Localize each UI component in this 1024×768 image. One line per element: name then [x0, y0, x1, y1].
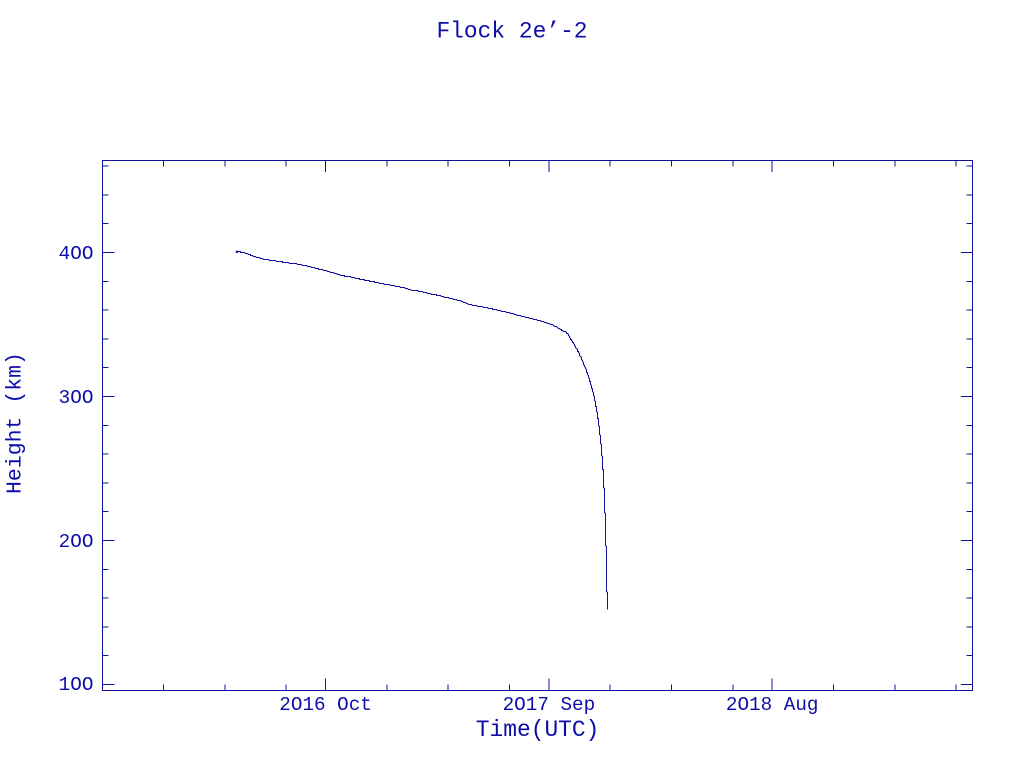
svg-text:2O16 Oct: 2O16 Oct: [279, 694, 372, 716]
svg-text:Height (km): Height (km): [4, 352, 28, 494]
svg-text:4OO: 4OO: [59, 243, 94, 265]
svg-text:2O18 Aug: 2O18 Aug: [726, 694, 819, 716]
svg-text:1OO: 1OO: [59, 674, 94, 696]
svg-text:3OO: 3OO: [59, 387, 94, 409]
svg-text:2O17 Sep: 2O17 Sep: [503, 694, 596, 716]
svg-text:Time(UTC): Time(UTC): [476, 717, 600, 743]
svg-text:2OO: 2OO: [59, 531, 94, 553]
svg-text:Flock 2e’-2: Flock 2e’-2: [436, 19, 587, 45]
